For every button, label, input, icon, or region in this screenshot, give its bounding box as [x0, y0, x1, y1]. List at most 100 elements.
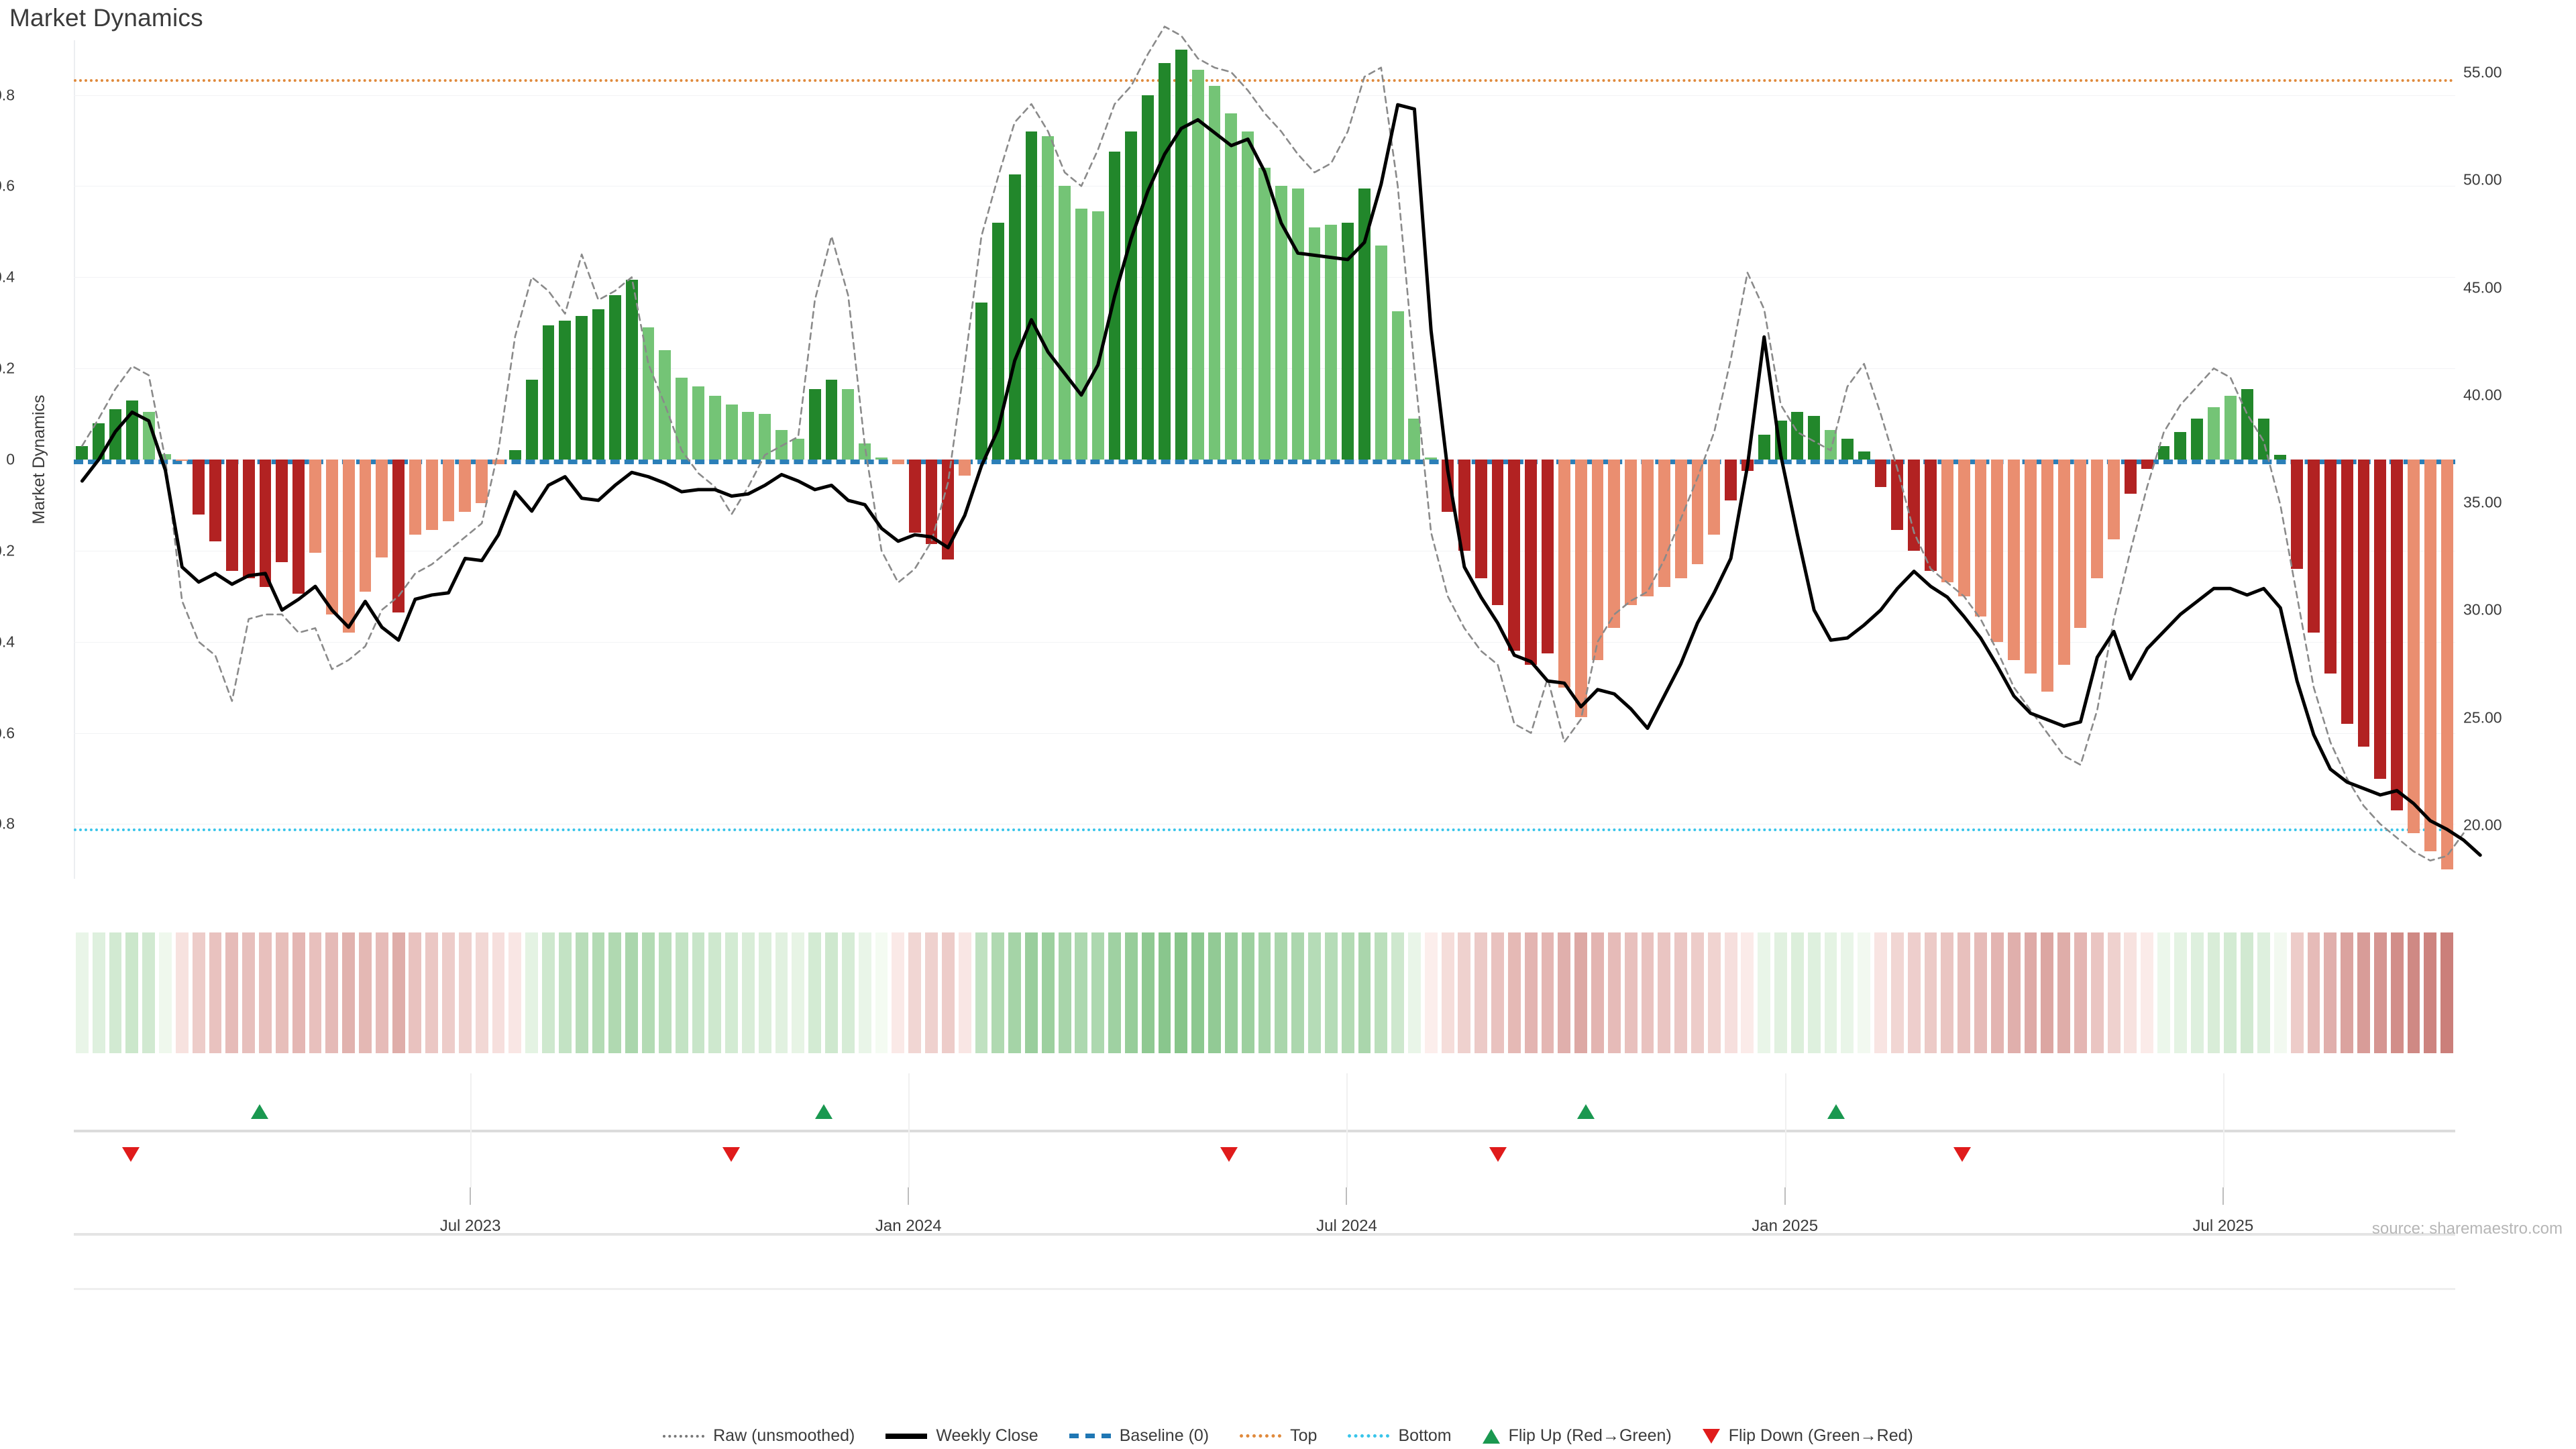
flip-down-marker-icon[interactable]	[122, 1147, 140, 1162]
heatmap-cell[interactable]	[1974, 932, 1987, 1053]
bar[interactable]	[2391, 460, 2404, 811]
bar[interactable]	[1391, 311, 1404, 460]
heatmap-cell[interactable]	[142, 932, 156, 1053]
bar[interactable]	[1558, 460, 1570, 688]
bar[interactable]	[1425, 457, 1438, 460]
heatmap-cell[interactable]	[1141, 932, 1155, 1053]
heatmap-cell[interactable]	[1324, 932, 1338, 1053]
heatmap-cell[interactable]	[1957, 932, 1971, 1053]
heatmap-cell[interactable]	[775, 932, 788, 1053]
heatmap-cell[interactable]	[2424, 932, 2437, 1053]
bar[interactable]	[1491, 460, 1504, 606]
bar[interactable]	[1291, 188, 1304, 460]
bar[interactable]	[1841, 439, 1854, 460]
heatmap-cell[interactable]	[692, 932, 705, 1053]
heatmap-cell[interactable]	[575, 932, 588, 1053]
bar[interactable]	[825, 380, 838, 460]
heatmap-cell[interactable]	[1441, 932, 1454, 1053]
heatmap-cell[interactable]	[242, 932, 256, 1053]
heatmap-cell[interactable]	[275, 932, 288, 1053]
heatmap-cell[interactable]	[2307, 932, 2320, 1053]
bar[interactable]	[459, 460, 472, 513]
bar[interactable]	[725, 405, 738, 460]
bar[interactable]	[1325, 225, 1338, 460]
bar[interactable]	[1591, 460, 1604, 660]
flip-markers-panel[interactable]	[74, 1073, 2455, 1187]
heatmap-cell[interactable]	[808, 932, 822, 1053]
bar[interactable]	[859, 443, 871, 460]
heatmap-cell[interactable]	[109, 932, 122, 1053]
heatmap-cell[interactable]	[1391, 932, 1405, 1053]
heatmap-cell[interactable]	[725, 932, 739, 1053]
bar[interactable]	[2157, 445, 2170, 460]
heatmap-cell[interactable]	[125, 932, 139, 1053]
bar[interactable]	[476, 460, 488, 503]
heatmap-cell[interactable]	[1424, 932, 1438, 1053]
heatmap-cell[interactable]	[292, 932, 305, 1053]
bar[interactable]	[2374, 460, 2387, 779]
bar[interactable]	[1808, 416, 1821, 460]
heatmap-cell[interactable]	[925, 932, 938, 1053]
bar[interactable]	[76, 445, 89, 460]
heatmap-cell[interactable]	[1025, 932, 1038, 1053]
bar[interactable]	[642, 327, 655, 460]
heatmap-cell[interactable]	[792, 932, 805, 1053]
bar[interactable]	[1941, 460, 1953, 583]
bar[interactable]	[2091, 460, 2104, 578]
bar[interactable]	[2074, 460, 2087, 629]
heatmap-cell[interactable]	[2290, 932, 2304, 1053]
heatmap-cell[interactable]	[2041, 932, 2054, 1053]
heatmap-cell[interactable]	[1541, 932, 1554, 1053]
heatmap-cell[interactable]	[1258, 932, 1271, 1053]
bar[interactable]	[708, 395, 721, 460]
bar[interactable]	[2057, 460, 2070, 665]
bar[interactable]	[2440, 460, 2453, 870]
heatmap-cell[interactable]	[508, 932, 522, 1053]
heatmap-cell[interactable]	[209, 932, 222, 1053]
heatmap-cell[interactable]	[1758, 932, 1771, 1053]
bar[interactable]	[342, 460, 355, 633]
heatmap-cell[interactable]	[658, 932, 672, 1053]
bar[interactable]	[1642, 460, 1654, 596]
bar[interactable]	[508, 450, 521, 460]
heatmap-cell[interactable]	[359, 932, 372, 1053]
heatmap-cell[interactable]	[1907, 932, 1921, 1053]
legend-item[interactable]: Top	[1240, 1426, 1317, 1446]
heatmap-cell[interactable]	[592, 932, 605, 1053]
bar[interactable]	[276, 460, 288, 562]
heatmap-cell[interactable]	[1524, 932, 1538, 1053]
heatmap-cell[interactable]	[1807, 932, 1821, 1053]
bar[interactable]	[592, 309, 604, 460]
bar[interactable]	[875, 457, 888, 460]
heatmap-cell[interactable]	[525, 932, 539, 1053]
heatmap-cell[interactable]	[2024, 932, 2037, 1053]
heatmap-cell[interactable]	[1291, 932, 1305, 1053]
heatmap-cell[interactable]	[1224, 932, 1238, 1053]
bar[interactable]	[425, 460, 438, 531]
heatmap-cell[interactable]	[1924, 932, 1937, 1053]
flip-up-marker-icon[interactable]	[250, 1104, 268, 1119]
heatmap-cell[interactable]	[1308, 932, 1321, 1053]
bar[interactable]	[1242, 131, 1254, 460]
heatmap-cell[interactable]	[2090, 932, 2104, 1053]
bar[interactable]	[676, 377, 688, 460]
bar[interactable]	[759, 414, 771, 460]
bar[interactable]	[1974, 460, 1987, 617]
bar[interactable]	[1858, 451, 1870, 460]
heatmap-cell[interactable]	[1208, 932, 1221, 1053]
heatmap-cell[interactable]	[1941, 932, 1954, 1053]
heatmap-cell[interactable]	[2107, 932, 2121, 1053]
bar[interactable]	[1908, 460, 1921, 551]
heatmap-cell[interactable]	[2224, 932, 2237, 1053]
heatmap-cell[interactable]	[1558, 932, 1571, 1053]
heatmap-cell[interactable]	[1474, 932, 1488, 1053]
heatmap-cell[interactable]	[159, 932, 172, 1053]
heatmap-cell[interactable]	[825, 932, 838, 1053]
bar[interactable]	[925, 460, 938, 544]
bar[interactable]	[142, 411, 155, 460]
heatmap-cell[interactable]	[1041, 932, 1055, 1053]
heatmap-cell[interactable]	[442, 932, 455, 1053]
bar[interactable]	[692, 386, 704, 460]
bar[interactable]	[775, 429, 788, 460]
bar[interactable]	[409, 460, 421, 535]
